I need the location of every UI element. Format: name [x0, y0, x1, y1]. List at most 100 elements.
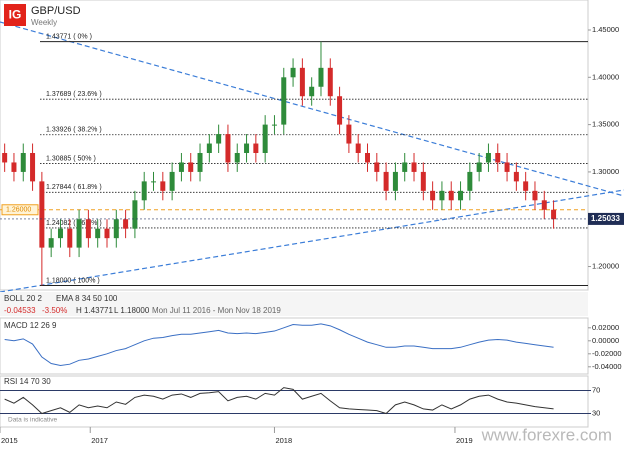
candle-body	[281, 77, 287, 125]
fib-label: 1.30885 ( 50% )	[46, 155, 96, 162]
candle-body	[67, 228, 73, 248]
x-tick-label: 2015	[1, 436, 18, 445]
alert-label: 1.26000	[6, 207, 31, 214]
candle-body	[262, 124, 268, 153]
candle-body	[95, 228, 101, 239]
candle-body	[430, 190, 436, 201]
candle-body	[439, 190, 445, 201]
price-box	[588, 212, 624, 225]
y-tick-label: 0.00000	[592, 336, 619, 345]
y-tick-label: 1.35000	[592, 120, 619, 129]
candle-body	[523, 181, 529, 191]
candle-body	[485, 152, 491, 163]
candle-body	[160, 181, 166, 191]
candle-body	[113, 219, 119, 239]
price-label: 1.25033	[591, 214, 620, 223]
candle-body	[132, 200, 138, 229]
legend-bar	[0, 292, 588, 316]
candle-body	[411, 162, 417, 172]
candle-body	[169, 171, 175, 191]
candle-body	[244, 143, 250, 153]
y-tick-label: -0.02000	[592, 349, 622, 358]
candle-body	[141, 181, 147, 201]
fib-label: 1.37689 ( 23.6% )	[46, 91, 102, 98]
candle-body	[448, 190, 454, 201]
logo	[4, 4, 26, 26]
high: H 1.43771	[76, 306, 113, 315]
candle-body	[383, 171, 389, 191]
candle-body	[420, 171, 426, 191]
candle-body	[327, 67, 333, 97]
fib-label: 1.24082 ( 76.4% )	[46, 220, 102, 227]
candle-body	[151, 181, 157, 183]
watermark: www.forexre.com	[481, 425, 612, 444]
candle-body	[495, 152, 501, 163]
x-tick-label: 2017	[91, 436, 108, 445]
candle-body	[346, 124, 352, 144]
candle-body	[225, 134, 231, 163]
fib-label: 1.27844 ( 61.8% )	[46, 184, 102, 191]
candle-body	[299, 67, 305, 97]
candle-body	[104, 228, 110, 239]
y-tick-label: 0.02000	[592, 323, 619, 332]
y-tick-label: 1.30000	[592, 167, 619, 176]
trendline	[0, 189, 624, 293]
candle-body	[355, 143, 361, 153]
candle-body	[467, 171, 473, 191]
candle-body	[458, 190, 464, 201]
candle-body	[374, 162, 380, 172]
low: L 1.18000	[114, 306, 150, 315]
alert-box	[1, 204, 39, 216]
change-pct: -3.50%	[42, 306, 67, 315]
candle-body	[30, 152, 36, 182]
candle-body	[206, 143, 212, 153]
candle-body	[188, 162, 194, 172]
y-tick-label: 1.20000	[592, 262, 619, 271]
candle-body	[57, 228, 63, 239]
macd-panel	[0, 317, 589, 375]
candle-body	[2, 152, 8, 163]
candle-body	[39, 181, 45, 248]
candle-body	[234, 152, 240, 163]
indicator-line	[4, 387, 554, 415]
candle-body	[85, 219, 91, 239]
fib-label: 1.33926 ( 38.2% )	[46, 127, 102, 134]
candle-body	[253, 143, 259, 153]
candle-body	[337, 96, 343, 125]
candle-body	[541, 200, 547, 210]
fib-label: 1.18000 ( 100% )	[46, 277, 100, 284]
x-tick-label: 2019	[456, 436, 473, 445]
candle-body	[123, 219, 129, 229]
symbol: GBP/USD	[31, 5, 81, 17]
timeframe: Weekly	[31, 18, 57, 27]
candle-body	[476, 162, 482, 172]
candle-body	[318, 67, 324, 87]
candle-body	[178, 162, 184, 172]
logo-text: IG	[9, 8, 22, 22]
legend-boll: BOLL 20 2	[4, 294, 43, 303]
y-tick-label: 70	[592, 385, 600, 394]
candle-body	[271, 124, 277, 126]
legend-ema: EMA 8 34 50 100	[56, 294, 118, 303]
date-range: Mon Jul 11 2016 - Mon Nov 18 2019	[152, 306, 281, 315]
y-tick-label: 1.40000	[592, 72, 619, 81]
candle-body	[48, 238, 54, 248]
fib-label: 1.43771 ( 0% )	[46, 33, 92, 40]
candle-body	[20, 152, 26, 172]
indicator-line	[4, 323, 554, 367]
candle-body	[11, 162, 17, 172]
macd-title: MACD 12 26 9	[4, 321, 57, 330]
candle-body	[402, 162, 408, 172]
rsi-title: RSI 14 70 30	[4, 377, 51, 386]
candle-body	[76, 219, 82, 248]
trendline	[0, 21, 624, 197]
y-tick-label: 1.45000	[592, 25, 619, 34]
candle-body	[551, 209, 557, 220]
candle-body	[309, 86, 315, 97]
candle-body	[513, 171, 519, 182]
candle-body	[216, 134, 222, 144]
candle-body	[532, 190, 538, 201]
x-tick-label: 2018	[275, 436, 292, 445]
rsi-panel	[0, 375, 589, 428]
